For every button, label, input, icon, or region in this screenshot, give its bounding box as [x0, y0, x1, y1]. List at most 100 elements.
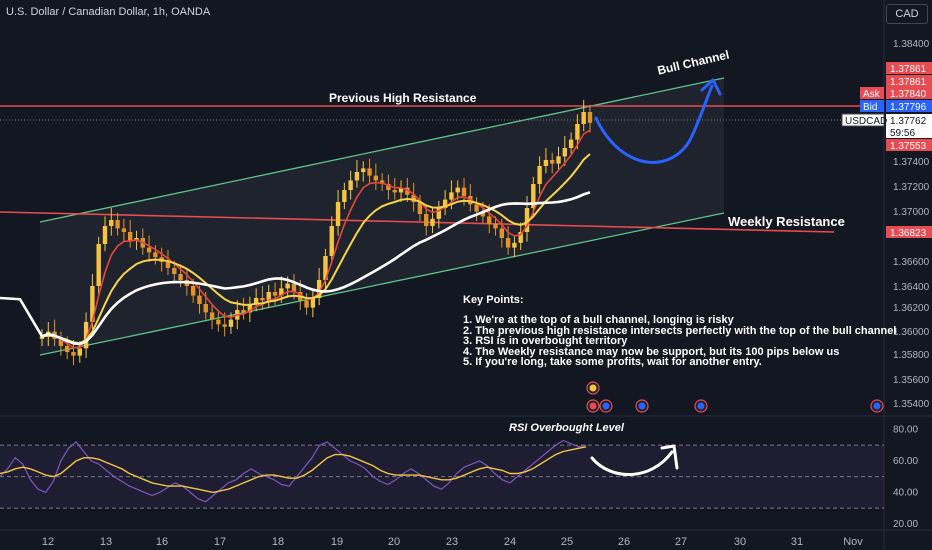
candle	[58, 331, 64, 356]
candle	[323, 248, 328, 290]
time-tick-label: 24	[504, 536, 516, 548]
price-label-tag-box	[841, 113, 885, 127]
price-label-value: 1.37840	[890, 89, 927, 100]
key-point-2: 2. The previous high resistance intersec…	[463, 324, 897, 337]
currency-button[interactable]: CAD	[886, 4, 928, 24]
candle	[568, 132, 574, 156]
candle-body	[436, 208, 442, 219]
candle	[518, 222, 523, 250]
candle	[115, 212, 120, 236]
candle-body	[115, 220, 120, 229]
price-label: 1.37796 Bid	[860, 100, 932, 113]
candle-body	[524, 208, 530, 232]
price-label-countdown: 59:56	[890, 128, 915, 139]
candle	[197, 286, 202, 314]
candle-body	[178, 274, 183, 280]
us-flag-icon	[635, 399, 649, 413]
price-tick-label: 1.38400	[893, 39, 930, 50]
candle-body	[253, 298, 259, 304]
candle-body	[531, 184, 536, 208]
rsi-title: RSI Overbought Level	[509, 422, 625, 434]
candle	[430, 206, 435, 234]
candle	[417, 194, 423, 222]
candle	[581, 100, 586, 132]
candle-body	[172, 268, 177, 274]
candle-body	[417, 202, 423, 214]
key-point-5: 5. If you're long, take some profits, wa…	[463, 356, 762, 369]
candle-body	[228, 319, 234, 327]
candle	[499, 218, 505, 248]
candle-body	[474, 204, 479, 212]
price-tick-label: 1.35600	[893, 375, 930, 386]
price-label-value: 1.36823	[890, 228, 927, 239]
sma-long-line	[0, 191, 591, 346]
price-tick-label: 1.37200	[893, 182, 930, 193]
candle-body	[449, 192, 454, 200]
candle-body	[587, 112, 593, 123]
price-label-value: 1.37553	[890, 141, 927, 152]
candle	[241, 298, 246, 320]
price-label-box	[886, 75, 932, 87]
candle	[96, 236, 101, 296]
price-label: 1.37861	[886, 62, 932, 75]
candle	[505, 226, 511, 255]
candle	[310, 288, 316, 318]
candle-body	[461, 187, 467, 196]
candle-body	[285, 283, 290, 289]
time-tick-label: 13	[100, 536, 112, 548]
candle-body	[109, 220, 114, 226]
ema-slow-line	[41, 153, 591, 345]
candle	[109, 208, 114, 236]
price-tick-label: 1.36600	[893, 257, 930, 268]
candle-body	[499, 228, 505, 238]
candle-body	[581, 112, 586, 124]
price-label: 1.37553	[886, 139, 932, 152]
candle-body	[146, 247, 152, 253]
price-label-tag: USDCAD	[845, 116, 887, 127]
candle-body	[398, 187, 404, 193]
candle	[556, 146, 561, 171]
candle-body	[279, 288, 284, 296]
rsi-ma-line	[0, 446, 587, 494]
candle-body	[209, 312, 215, 320]
candle-body	[505, 238, 511, 248]
candle-body	[329, 226, 334, 256]
candle-body	[310, 298, 316, 308]
candle-body	[323, 256, 328, 280]
key-point-3: 3. RSI is in overbought territory	[463, 335, 628, 348]
time-tick-label: Nov	[843, 536, 863, 548]
time-tick-label: 18	[272, 536, 284, 548]
candle	[474, 197, 479, 222]
candle-body	[361, 168, 366, 172]
rsi-tick-label: 80.00	[893, 424, 918, 435]
candle	[247, 296, 253, 322]
candle	[342, 182, 347, 210]
candle-body	[430, 218, 435, 226]
price-tick-label: 1.37400	[893, 157, 930, 168]
bull-projection-arrow	[594, 84, 714, 164]
price-label-value: 1.37861	[890, 77, 927, 88]
candle-body	[64, 346, 70, 352]
candle	[398, 180, 404, 202]
candle	[266, 284, 271, 308]
candle	[316, 268, 322, 306]
candle	[442, 190, 448, 216]
time-tick-label: 26	[618, 536, 630, 548]
candle	[121, 218, 127, 242]
candle	[348, 170, 353, 200]
candle-body	[348, 180, 353, 190]
candle-body	[424, 214, 429, 226]
price-label-tag: Bid	[863, 102, 877, 113]
price-tick-label: 1.37000	[893, 207, 930, 218]
canada-flag-icon	[586, 399, 600, 413]
symbol-title: U.S. Dollar / Canadian Dollar, 1h, OANDA	[6, 6, 211, 18]
candle-body	[247, 304, 253, 313]
price-label-tag-box	[860, 87, 884, 99]
key-point-1: 1. We're at the top of a bull channel, l…	[463, 314, 734, 327]
price-label-box	[886, 87, 932, 99]
candle	[550, 152, 555, 174]
candle-body	[121, 228, 127, 232]
event-icon-dot	[638, 402, 646, 410]
